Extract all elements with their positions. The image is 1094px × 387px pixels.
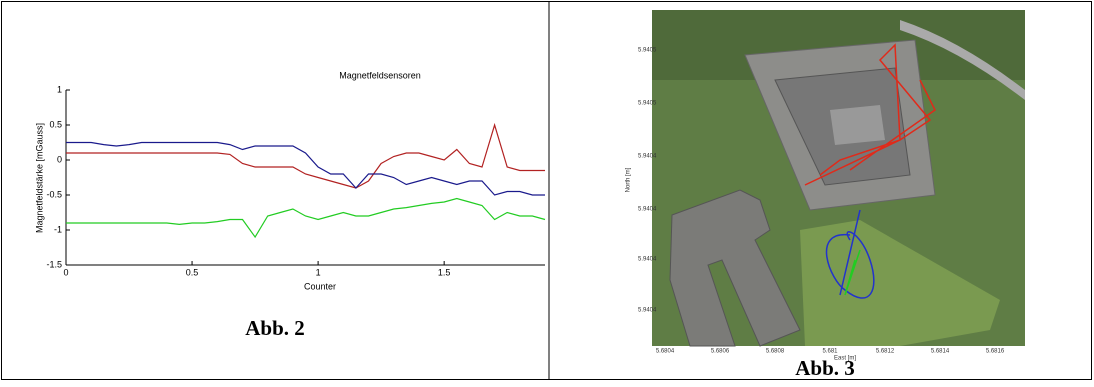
map-x-tick: 5.6804 <box>656 349 675 355</box>
y-tick-label: 1 <box>57 84 62 94</box>
map-y-tick: 5.9404 <box>638 154 657 160</box>
map-x-tick: 5.681 <box>822 349 838 355</box>
x-tick-label: 0 <box>63 267 68 277</box>
map-x-tick: 5.6812 <box>876 349 895 355</box>
map-y-tick: 5.9404 <box>638 308 657 314</box>
chart: Magnetfeldsensoren Counter Magnetfeldstä… <box>34 70 545 291</box>
building-roof <box>830 105 885 145</box>
chart-title: Magnetfeldsensoren <box>339 70 421 80</box>
y-axis-label: Magnetfeldstärke [mGauss] <box>34 123 44 233</box>
y-tick-label: 0.5 <box>49 119 62 129</box>
y-tick-label: 0 <box>57 154 62 164</box>
x-tick-label: 1 <box>316 267 321 277</box>
map-x-tick: 5.6816 <box>986 349 1005 355</box>
aerial-map: 5.9405 5.9405 5.9404 5.9404 5.9404 5.940… <box>626 10 1025 362</box>
map-y-tick: 5.9405 <box>638 101 657 107</box>
data-line <box>66 125 545 188</box>
map-y-label: North [m] <box>626 167 632 192</box>
map-x-tick: 5.6808 <box>766 349 785 355</box>
caption: Abb. 2 <box>245 316 305 340</box>
x-tick-label: 1.5 <box>438 267 451 277</box>
map-y-tick: 5.9404 <box>638 207 657 213</box>
map-y-tick: 5.9404 <box>638 257 657 263</box>
map-x-tick: 5.6806 <box>711 349 730 355</box>
page: Magnetfeldsensoren Counter Magnetfeldstä… <box>0 0 1094 382</box>
data-line <box>66 199 545 238</box>
x-tick-label: 0.5 <box>186 267 199 277</box>
caption: Abb. 3 <box>795 356 855 380</box>
y-tick-label: -1.5 <box>46 259 62 269</box>
map-x-tick: 5.6814 <box>931 349 950 355</box>
y-tick-label: -0.5 <box>46 189 62 199</box>
map-y-tick: 5.9405 <box>638 48 657 54</box>
y-tick-label: -1 <box>54 224 62 234</box>
data-line <box>66 143 545 196</box>
x-axis-label: Counter <box>304 281 336 291</box>
